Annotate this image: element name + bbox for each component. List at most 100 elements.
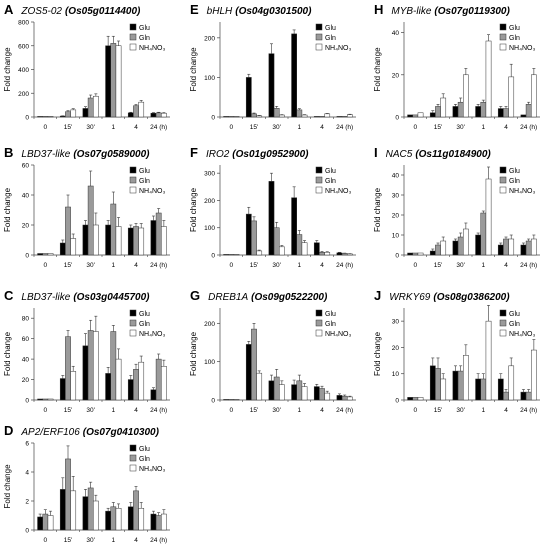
bar (440, 97, 447, 118)
bar (497, 378, 504, 401)
legend-label: Gln (139, 456, 150, 463)
y-tick-label: 40 (22, 357, 30, 364)
legend-label: NH₄NO₃ (139, 45, 165, 52)
y-tick-label: 40 (392, 173, 400, 180)
bar (256, 115, 263, 118)
bar (42, 398, 49, 401)
panel-letter: I (374, 145, 378, 160)
bar (65, 336, 71, 401)
panel-I: I NAC5 (Os11g0184900) 0 10 20 30 40 Fold change 0… (373, 145, 540, 269)
legend-label: Glu (509, 168, 520, 175)
bar (93, 500, 99, 531)
x-tick-label: 30' (456, 262, 464, 269)
y-axis-label: Fold change (189, 187, 198, 232)
legend-label: Glu (509, 311, 520, 318)
y-tick-label: 20 (22, 377, 30, 384)
x-tick-label: 4 (320, 262, 324, 269)
bar (82, 224, 89, 256)
x-tick-label: 0 (230, 124, 234, 131)
bar (452, 106, 459, 118)
x-tick-label: 1 (482, 407, 486, 414)
bar (457, 370, 464, 401)
x-tick-label: 1 (112, 124, 116, 131)
bar (508, 365, 515, 401)
x-tick-label: 24 (h) (150, 124, 167, 131)
gene-id: (Os04g0301500) (235, 6, 312, 17)
y-tick-label: 0 (25, 115, 29, 122)
legend-label: Gln (509, 35, 520, 42)
bar (457, 101, 464, 118)
y-tick-label: 100 (204, 359, 215, 366)
legend-swatch (129, 454, 137, 462)
x-tick-label: 30' (272, 124, 280, 131)
bar (59, 489, 66, 531)
panel-title: C LBD37-like (Os03g0445700) (4, 288, 150, 303)
bar (37, 398, 43, 401)
panel-G: G DREB1A (Os09g0522200) 0 100 200 Fold change 0… (189, 288, 356, 414)
x-tick-label: 15' (434, 262, 442, 269)
legend-label: Gln (139, 321, 150, 328)
y-tick-label: 300 (204, 171, 215, 178)
legend-swatch (499, 176, 507, 184)
y-tick-label: 0 (395, 398, 399, 405)
legend-label: Glu (139, 446, 150, 453)
bar (245, 344, 252, 401)
x-tick-label: 1 (298, 124, 302, 131)
x-tick-label: 1 (298, 407, 302, 414)
bar (133, 490, 139, 531)
legend-swatch (499, 319, 507, 327)
legend-label: Glu (139, 311, 150, 318)
legend-swatch (499, 33, 507, 41)
x-tick-label: 4 (134, 262, 138, 269)
legend-label: NH₄NO₃ (509, 45, 535, 52)
bar (497, 108, 504, 118)
bar (417, 252, 424, 256)
bar (110, 203, 117, 256)
bar (93, 95, 99, 118)
bar (313, 116, 320, 118)
y-tick-label: 0 (25, 528, 29, 535)
x-tick-label: 15' (250, 407, 258, 414)
legend-swatch (129, 464, 137, 472)
bar (291, 384, 297, 401)
x-tick-label: 24 (h) (336, 124, 353, 131)
panel-title: J WRKY69 (Os08g0386200) (374, 288, 510, 303)
bar (127, 506, 134, 531)
bar (228, 116, 235, 118)
bar (296, 109, 303, 118)
x-tick-label: 0 (414, 262, 418, 269)
y-axis-label: Fold change (3, 331, 12, 376)
bar (503, 108, 509, 118)
bar (435, 368, 441, 401)
legend-swatch (499, 309, 507, 317)
bar (256, 250, 263, 256)
panel-title: F IRO2 (Os01g0952900) (190, 145, 309, 160)
x-tick-label: 15' (250, 124, 258, 131)
bar (251, 220, 257, 256)
bar (93, 224, 99, 256)
bar (324, 113, 331, 118)
bar (296, 380, 303, 401)
legend-swatch (129, 176, 137, 184)
gene-id: (Os09g0522200) (251, 292, 328, 303)
bar (525, 104, 532, 118)
bar (47, 116, 54, 118)
bar (480, 378, 487, 401)
gene-id: (Os05g0114400) (65, 6, 141, 17)
bar (133, 369, 139, 401)
panel-letter: C (4, 288, 14, 303)
bar (520, 244, 527, 256)
x-tick-label: 30' (456, 124, 464, 131)
y-tick-label: 40 (22, 193, 30, 200)
bar (268, 181, 275, 256)
bar (105, 224, 111, 256)
bar (105, 45, 111, 118)
gene-name: IRO2 (206, 149, 230, 160)
bar (296, 234, 303, 256)
legend-swatch (129, 23, 137, 31)
legend-label: Glu (325, 25, 336, 32)
bar (273, 376, 280, 401)
legend-label: Glu (139, 168, 150, 175)
